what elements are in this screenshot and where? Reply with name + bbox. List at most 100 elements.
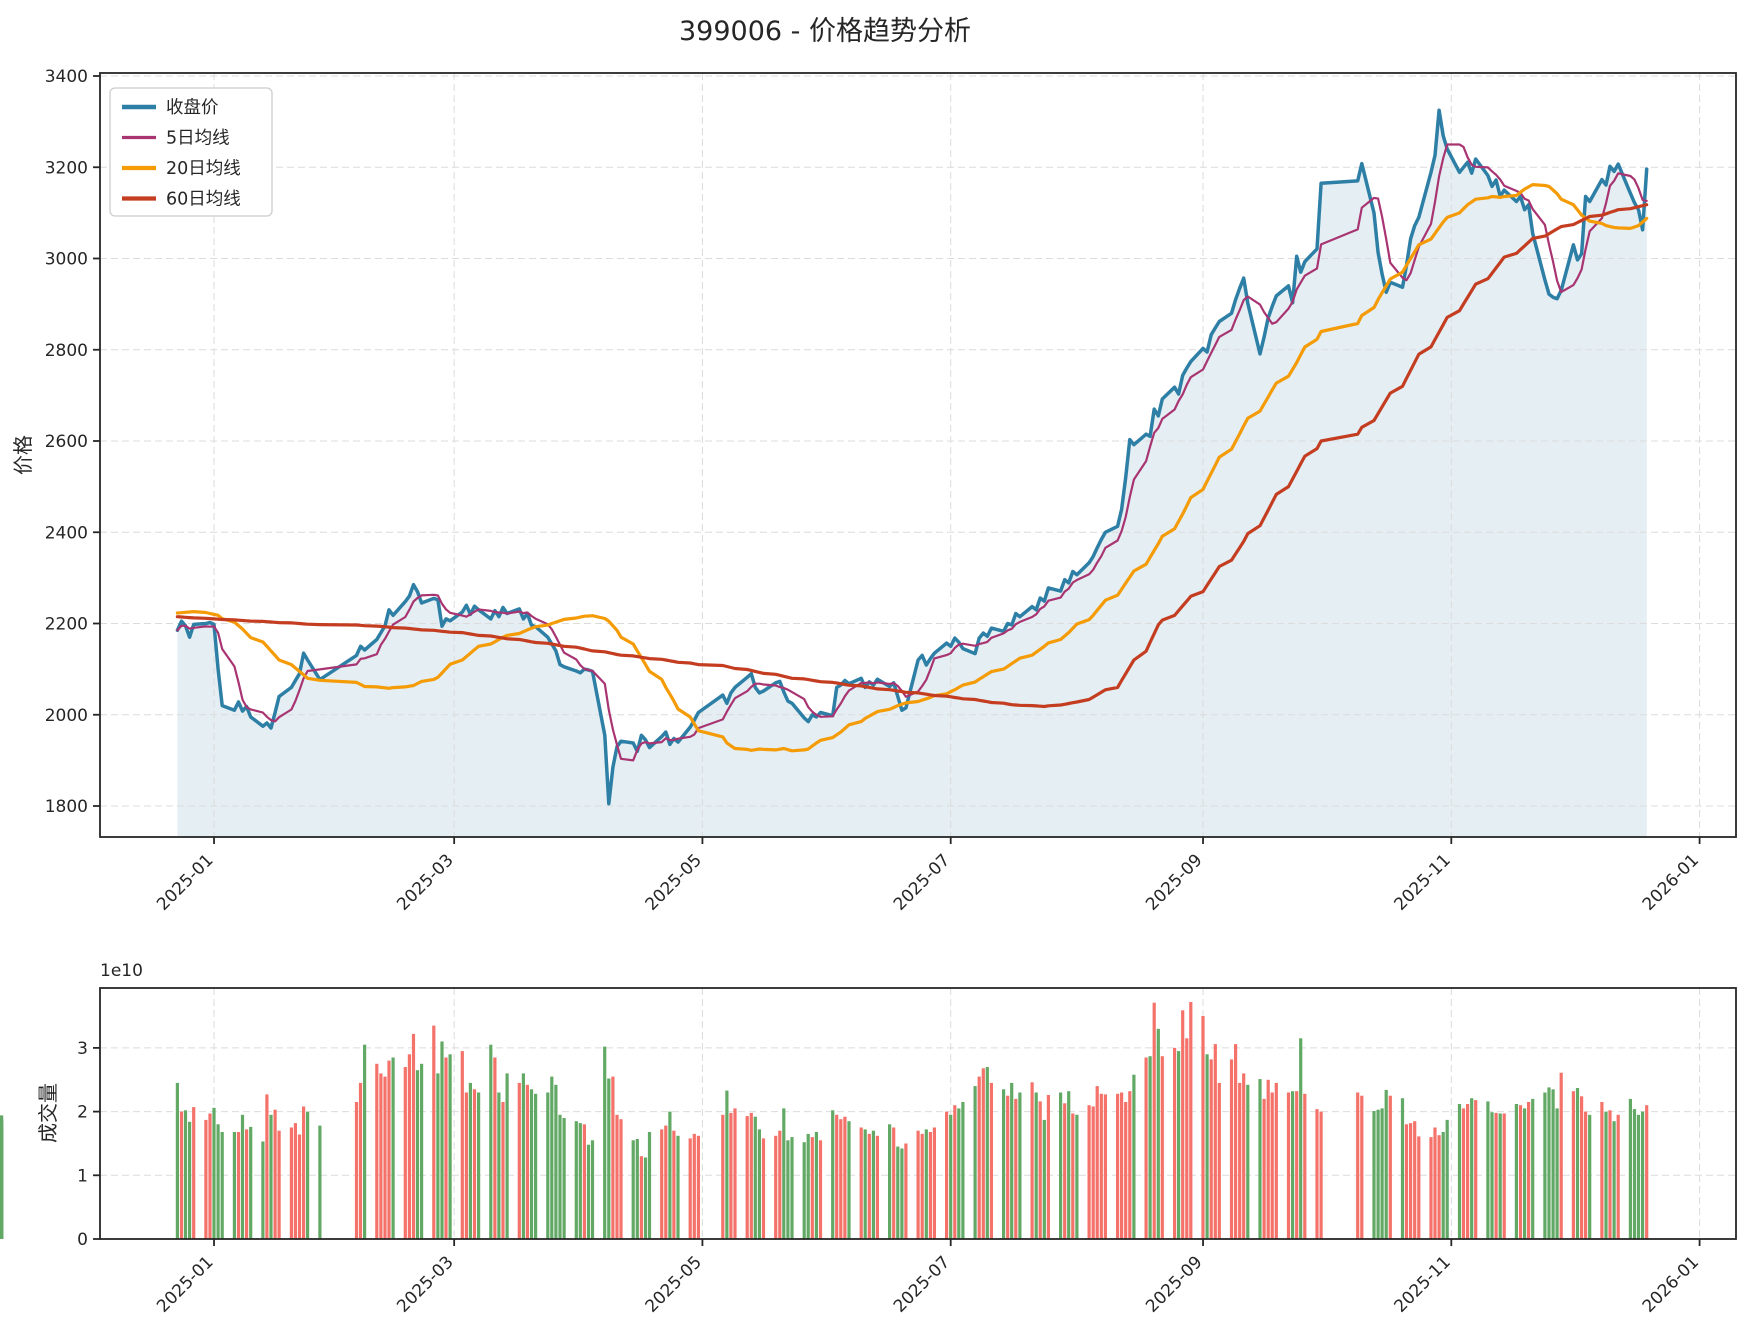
volume-bar [863, 1129, 867, 1239]
volume-bar [517, 1082, 521, 1239]
volume-bar [1148, 1056, 1152, 1239]
volume-bar [1128, 1091, 1132, 1239]
volume-bar [407, 1054, 411, 1239]
volume-bar [468, 1082, 472, 1239]
volume-bar [1372, 1111, 1376, 1239]
volume-bar [436, 1073, 440, 1239]
volume-bar [1209, 1059, 1213, 1239]
volume-bar [444, 1057, 448, 1239]
volume-bar [297, 1134, 302, 1239]
volume-bar [1319, 1111, 1323, 1239]
volume-bar [1087, 1105, 1091, 1239]
volume-bar [871, 1130, 875, 1239]
volume-bar [949, 1114, 953, 1239]
volume-bar [749, 1112, 753, 1239]
volume-bar [1494, 1112, 1498, 1239]
volume-bar [647, 1132, 652, 1239]
volume-bar [1380, 1108, 1384, 1239]
y-tick-label: 3 [77, 1039, 88, 1059]
volume-bar [1376, 1109, 1380, 1239]
volume-bar [391, 1057, 395, 1239]
x-tick-label: 2025-03 [393, 1252, 457, 1316]
volume-bar [1144, 1057, 1148, 1239]
volume-bar [448, 1054, 452, 1239]
volume-bar [383, 1076, 387, 1239]
volume-bar [1523, 1108, 1527, 1239]
volume-chart-panel: 0 1 2 3 2025-01 2025-03 2025-05 2025-07 2025-09 2… [0, 961, 1737, 1317]
volume-bar [1116, 1093, 1120, 1239]
x-tick-label: 2025-01 [153, 1252, 217, 1316]
volume-bar [1217, 1082, 1221, 1239]
volume-bar [1103, 1094, 1107, 1239]
plot-frame [99, 987, 1737, 1240]
volume-bar [497, 1092, 501, 1239]
volume-bar [1531, 1098, 1535, 1239]
volume-bar [1018, 1092, 1022, 1239]
volume-bar [306, 1111, 310, 1239]
volume-bar [607, 1078, 611, 1239]
volume-bar [175, 1082, 179, 1239]
volume-bar [265, 1094, 269, 1239]
volume-bar [1502, 1113, 1506, 1239]
volume-bar [1238, 1082, 1242, 1239]
volume-bar [1384, 1089, 1388, 1239]
volume-bar [761, 1138, 766, 1239]
volume-bar [358, 1082, 363, 1239]
x-tick-label: 2025-11 [1390, 850, 1454, 914]
volume-bar [1286, 1092, 1291, 1239]
volume-bar [721, 1114, 725, 1239]
volume-bar [432, 1025, 436, 1239]
volume-bar [1266, 1079, 1270, 1240]
volume-bar [1124, 1102, 1128, 1239]
volume-bar [192, 1107, 196, 1239]
volume-bar [529, 1089, 534, 1239]
legend-box [109, 87, 273, 217]
volume-bar [1527, 1102, 1531, 1239]
volume-bar [525, 1084, 529, 1239]
volume-bar [1559, 1072, 1563, 1239]
volume-bar [1030, 1082, 1034, 1239]
volume-bar [240, 1114, 245, 1239]
volume-bar [403, 1067, 407, 1239]
volume-bar [1295, 1091, 1299, 1239]
volume-bar [1356, 1092, 1360, 1239]
volume-bar [501, 1102, 505, 1239]
volume-bar [859, 1127, 863, 1239]
volume-bar [660, 1129, 664, 1239]
volume-bar [753, 1116, 757, 1239]
volume-bar [1132, 1074, 1136, 1239]
volume-bar [631, 1140, 635, 1239]
chart-title: 399006 - 价格趋势分析 [679, 16, 971, 47]
volume-bar [977, 1076, 981, 1239]
volume-bar [379, 1073, 383, 1239]
volume-bar [1518, 1105, 1523, 1239]
volume-bar [1010, 1082, 1014, 1239]
volume-bar [1173, 1047, 1177, 1239]
volume-bar [1612, 1121, 1616, 1239]
volume-bar [1628, 1098, 1632, 1239]
volume-bar [188, 1121, 192, 1239]
x-tick-label: 2025-07 [890, 850, 954, 914]
volume-bar [212, 1107, 216, 1239]
volume-bar [611, 1076, 615, 1239]
legend-label-4: 60日均线 [166, 190, 241, 210]
ma20-line [175, 183, 1649, 753]
volume-bar [1490, 1112, 1494, 1239]
volume-bar [1234, 1044, 1238, 1239]
volume-bar [1470, 1098, 1474, 1239]
x-tick-label: 2025-01 [153, 850, 217, 914]
volume-bar [920, 1133, 924, 1239]
volume-bar [635, 1139, 639, 1239]
volume-bar [554, 1084, 558, 1239]
volume-bar [1457, 1104, 1462, 1239]
volume-bar [1303, 1093, 1307, 1239]
volume-bar [1580, 1096, 1584, 1239]
volume-bar [1201, 1016, 1205, 1239]
volume-bar [1400, 1098, 1405, 1239]
volume-bar [1551, 1089, 1555, 1239]
volume-bar [1213, 1044, 1217, 1239]
volume-bar [0, 1121, 4, 1239]
volume-bar [603, 1046, 607, 1239]
